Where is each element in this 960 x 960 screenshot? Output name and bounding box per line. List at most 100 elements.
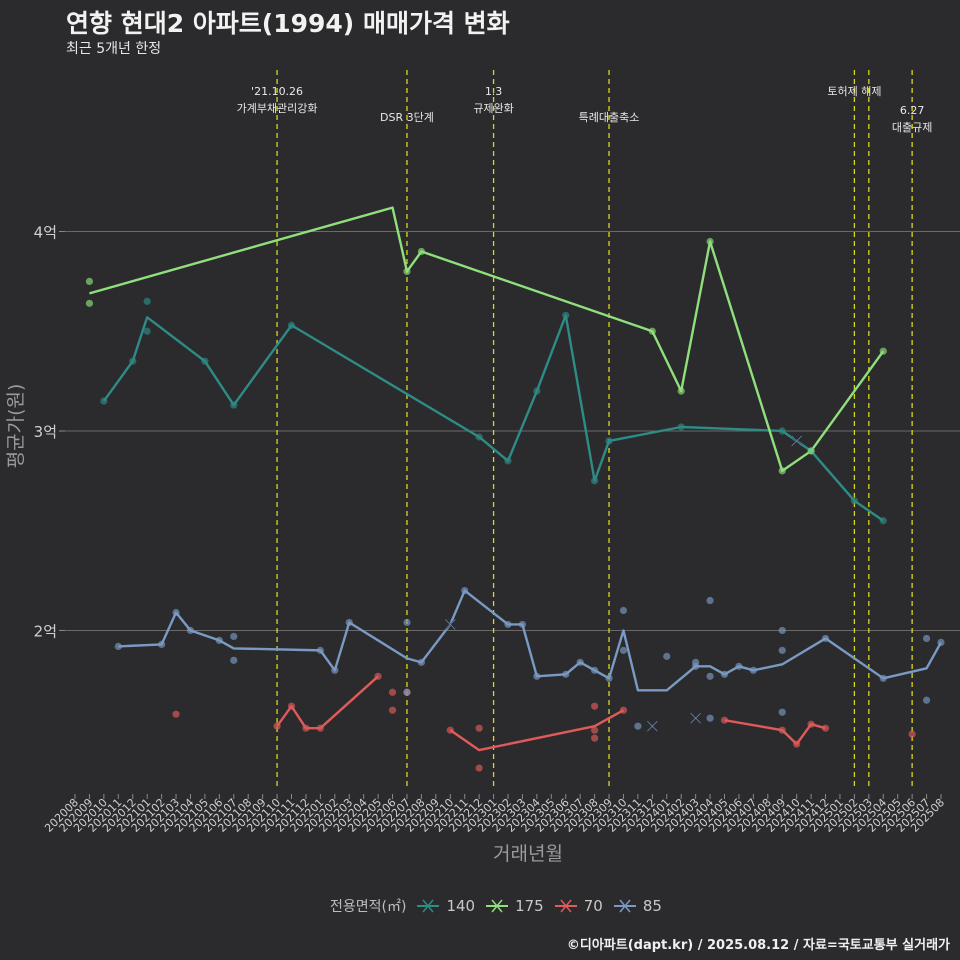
legend-key-140 [417,899,440,913]
series-line-175 [89,206,885,473]
data-point-85 [230,656,238,664]
cross-marker-85 [690,712,702,724]
data-point-85 [461,586,469,595]
data-point-85 [316,646,324,654]
cross-marker-85 [791,435,803,447]
legend: 전용면적(㎡) 140 175 70 85 [330,896,662,916]
axes-layer: 2억3억4억평균가(원)2020082020092020102020112020… [5,224,947,865]
data-point-85 [417,658,425,666]
legend-label-175: 175 [515,897,544,915]
legend-key-85 [613,899,636,913]
event-label: 특례대출축소 [579,111,640,124]
data-point-175 [85,299,94,307]
data-point-85 [114,642,122,650]
legend-item-85: 85 [613,897,662,915]
data-point-70 [446,726,454,734]
data-point-140 [287,321,296,329]
legend-key-175 [486,899,509,913]
data-point-85 [518,620,527,629]
y-tick-label: 2억 [34,622,57,640]
data-point-85 [331,666,339,674]
chart-title: 연향 현대2 아파트(1994) 매매가격 변화 [66,9,510,38]
legend-label-140: 140 [446,897,476,915]
data-point-175 [648,327,656,335]
data-point-175 [85,277,94,285]
data-point-70 [388,688,397,696]
data-point-85 [735,662,743,670]
data-point-85 [172,608,180,617]
data-point-85 [706,672,714,680]
data-point-85 [922,696,931,704]
data-point-70 [778,726,786,734]
event-label: 토허제 해제 [827,84,881,98]
data-point-85 [692,662,700,670]
data-point-70 [821,724,830,732]
data-point-70 [475,764,483,772]
data-point-140 [143,297,151,305]
data-point-85 [504,620,512,629]
data-point-85 [937,638,945,647]
data-point-85 [619,606,628,615]
event-label: DSR 3단계 [380,111,434,124]
data-point-140 [879,517,887,525]
data-point-85 [879,674,887,682]
data-point-85 [186,626,195,635]
legend-label-85: 85 [642,897,662,915]
cross-stroke [690,712,701,724]
data-point-70 [591,702,599,710]
data-point-70 [591,734,599,742]
data-point-85 [605,674,613,682]
data-point-70 [475,724,483,732]
data-point-175 [677,387,685,395]
data-point-140 [591,477,599,485]
data-point-70 [172,710,180,718]
data-point-140 [677,423,685,431]
legend-key-70 [554,899,577,913]
cross-stroke [791,435,803,447]
legend-items: 140 175 70 85 [406,897,662,915]
data-point-85 [562,670,570,678]
legend-label-70: 70 [583,897,603,915]
data-point-140 [504,457,512,465]
data-point-85 [533,672,541,680]
series-points [85,237,945,772]
data-point-85 [158,640,166,649]
cross-stroke [646,720,658,732]
data-point-85 [619,646,628,654]
data-point-70 [720,716,729,724]
data-point-140 [778,427,786,435]
series-line-70 [449,709,625,752]
legend-item-70: 70 [554,897,603,915]
data-point-85 [215,636,223,645]
data-point-140 [562,311,570,319]
data-point-85 [706,714,714,722]
data-point-140 [230,401,238,409]
data-point-85 [634,722,642,730]
data-point-85 [778,708,786,716]
data-point-70 [302,724,310,732]
data-point-85 [706,596,714,605]
data-point-140 [129,357,137,365]
event-label: '21.10.26 [251,85,303,98]
series-line-85 [118,589,943,692]
cross-marker-85 [444,618,456,631]
data-point-85 [922,634,931,643]
data-point-175 [706,237,714,246]
data-point-175 [417,247,425,256]
event-label: 대출규제 [892,121,932,134]
data-point-85 [778,646,786,654]
data-point-140 [143,327,151,335]
data-point-140 [100,397,108,405]
series-line-70 [276,675,379,730]
cross-marker-85 [646,720,658,732]
data-point-175 [807,447,815,455]
y-tick-label: 3억 [34,423,57,441]
data-point-175 [879,347,887,355]
data-point-85 [749,666,757,674]
x-axis-label: 거래년월 [493,843,563,865]
data-point-140 [605,437,613,445]
data-point-140 [533,387,541,395]
data-point-70 [807,720,815,728]
data-point-175 [778,467,786,475]
